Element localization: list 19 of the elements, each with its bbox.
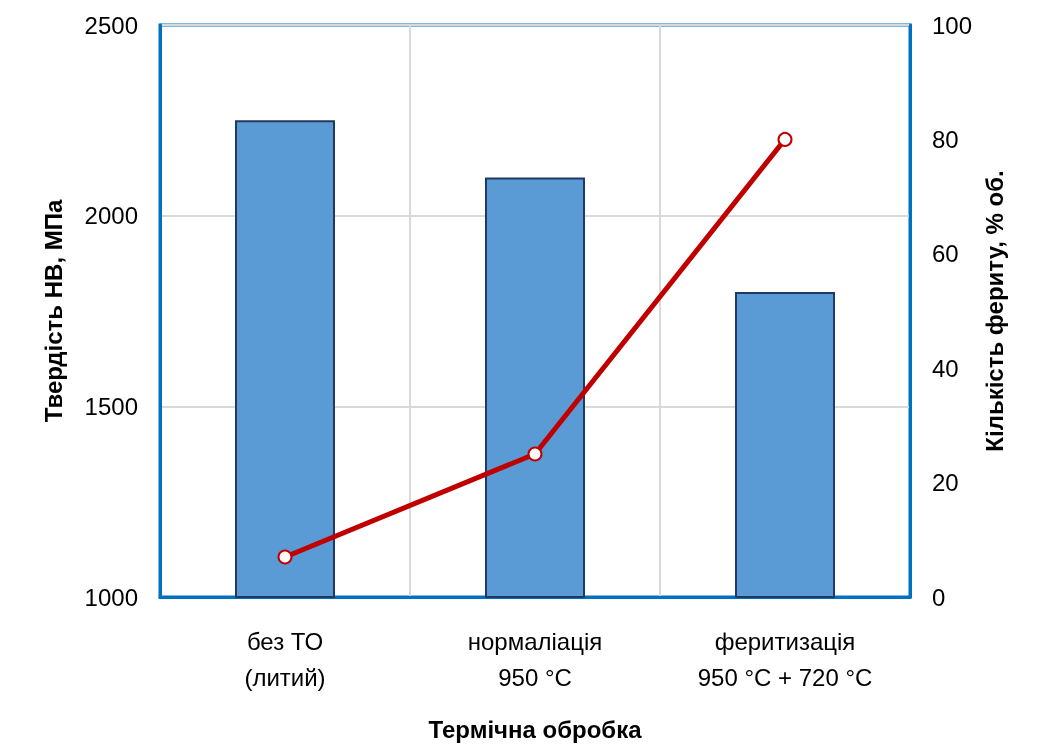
- y2-tick-label: 20: [932, 469, 959, 497]
- y2-tick-label: 0: [932, 583, 946, 611]
- x-axis-title: Термічна обробка: [428, 715, 643, 743]
- y2-axis-title: Кількість фериту, % об.: [981, 170, 1009, 452]
- y-tick-label: 2500: [84, 11, 138, 39]
- y-tick-label: 1500: [84, 392, 138, 420]
- y-axis-title: Твердість НВ, МПа: [39, 199, 67, 423]
- x-tick-label: без ТО (литий): [244, 627, 326, 691]
- y2-tick-label: 40: [932, 354, 959, 382]
- point: [277, 549, 293, 565]
- y2-tick-label: 100: [932, 11, 973, 39]
- point: [777, 131, 793, 147]
- y2-tick-label: 80: [932, 125, 959, 153]
- x-tick-label: нормаліація 950 °C: [467, 627, 603, 691]
- y2-tick-label: 60: [932, 240, 959, 268]
- y-tick-label: 1000: [84, 583, 138, 611]
- y-tick-label: 2000: [84, 202, 138, 230]
- x-tick-label: феритизація 950 °C + 720 °C: [697, 627, 873, 691]
- point: [527, 446, 543, 462]
